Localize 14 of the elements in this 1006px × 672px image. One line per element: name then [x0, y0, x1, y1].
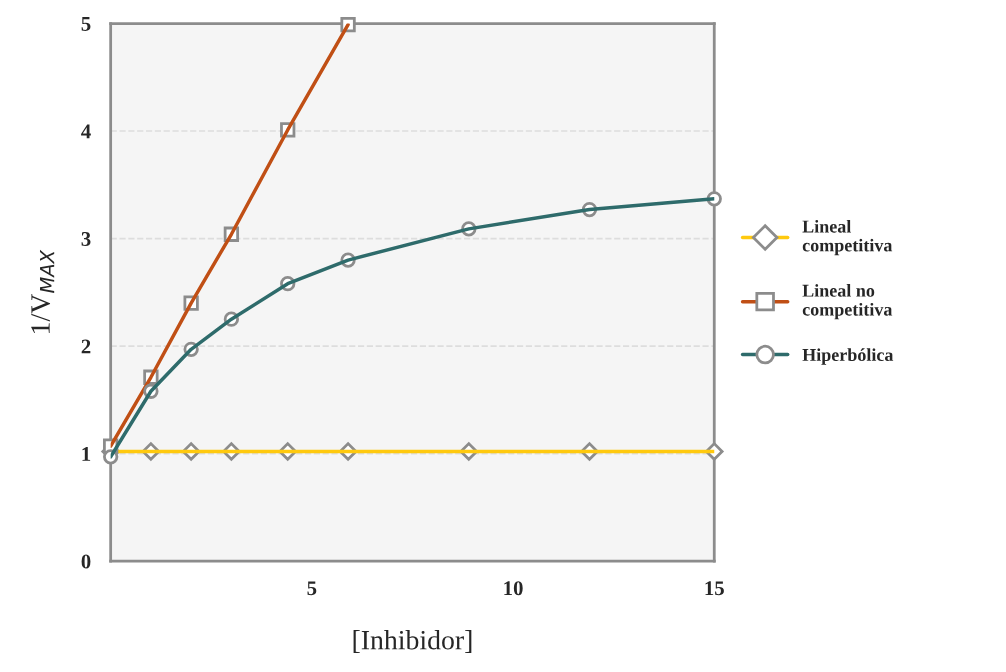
- y-tick-label: 0: [81, 554, 91, 569]
- y-tick-label: 5: [81, 17, 91, 31]
- x-axis-title: [Inhibidor]: [353, 630, 472, 653]
- y-tick-label: 4: [81, 124, 91, 139]
- y-tick-label: 3: [81, 231, 91, 246]
- y-axis-title: 1/V$_{MAX}$: [31, 249, 55, 333]
- legend-label: Hiperbólica: [802, 348, 894, 365]
- y-tick-label: 2: [81, 339, 91, 354]
- legend-label: Lineal no competitiva: [802, 284, 893, 320]
- x-tick-label: 15: [705, 581, 724, 596]
- legend-label: Lineal competitiva: [802, 219, 893, 256]
- y-tick-label: 1: [82, 447, 91, 461]
- x-tick-label: 10: [504, 581, 523, 596]
- x-tick-label: 5: [307, 581, 317, 596]
